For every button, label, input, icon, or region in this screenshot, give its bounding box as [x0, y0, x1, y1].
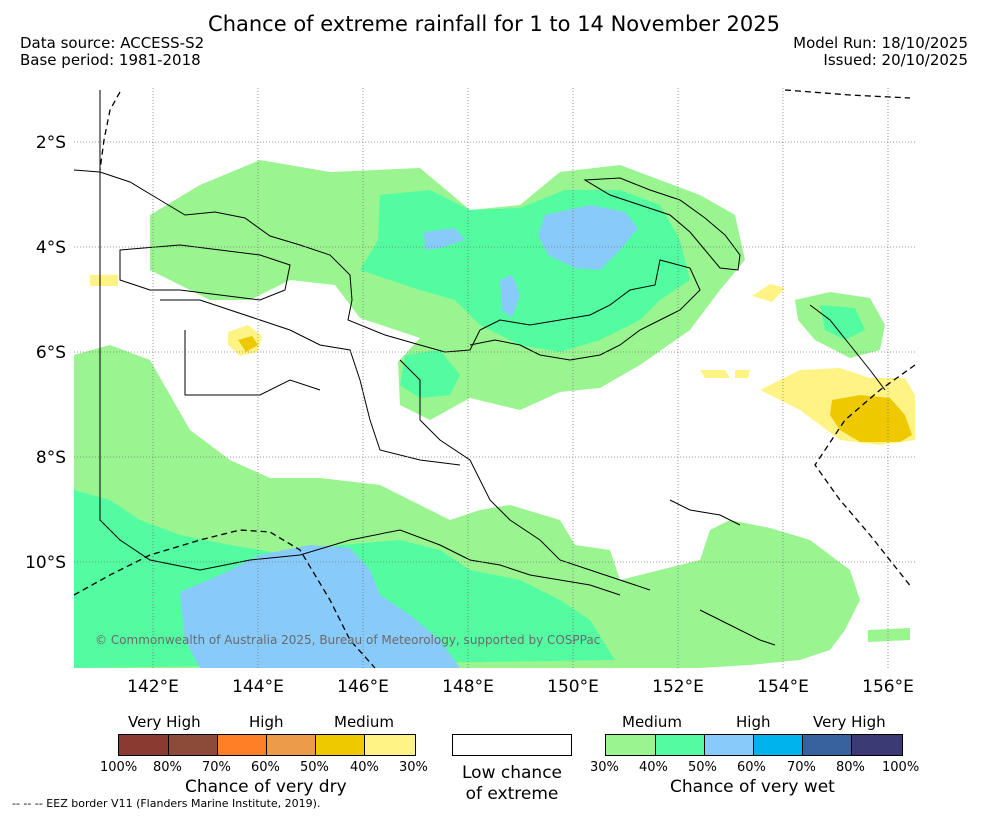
- lat-label: 6°S: [36, 343, 66, 363]
- low-chance-caption: Low chance of extreme: [452, 763, 572, 805]
- dry-swatch: [119, 735, 169, 755]
- meta-right: Model Run: 18/10/2025 Issued: 20/10/2025: [793, 35, 968, 69]
- lat-label: 2°S: [36, 133, 66, 153]
- meta-left: Data source: ACCESS-S2 Base period: 1981…: [20, 35, 204, 69]
- lon-label: 144°E: [232, 677, 284, 697]
- lon-label: 156°E: [862, 677, 914, 697]
- issued-date: Issued: 20/10/2025: [823, 51, 968, 69]
- rainfall-map: 2°S 4°S 6°S 8°S 10°S 142°E 144°E 146°E 1…: [25, 88, 916, 697]
- dry-head-medium: Medium: [334, 713, 394, 731]
- dry-tick: 70%: [202, 760, 231, 775]
- dry-swatch: [169, 735, 218, 755]
- wet-swatch: [606, 735, 656, 755]
- dry-tick: 40%: [350, 760, 379, 775]
- wet-tick: 60%: [737, 760, 766, 775]
- lon-label: 148°E: [442, 677, 494, 697]
- wet-high-areas: [180, 205, 638, 668]
- dry-caption: Chance of very dry: [185, 777, 347, 797]
- low-chance-line1: Low chance: [462, 763, 562, 783]
- lon-label: 150°E: [547, 677, 599, 697]
- dry-tick: 60%: [251, 760, 280, 775]
- dry-tick: 80%: [153, 760, 182, 775]
- lat-label: 4°S: [36, 238, 66, 258]
- dry-colorbar: [118, 734, 416, 756]
- gridlines: [74, 88, 915, 668]
- probability-shading: [74, 160, 915, 668]
- model-run: Model Run: 18/10/2025: [793, 34, 968, 52]
- lat-label: 8°S: [36, 448, 66, 468]
- wet-tick: 70%: [787, 760, 816, 775]
- base-period: Base period: 1981-2018: [20, 51, 201, 69]
- dry-swatch: [316, 735, 365, 755]
- wet-swatch: [803, 735, 852, 755]
- wet-swatch: [754, 735, 803, 755]
- latitude-labels: 2°S 4°S 6°S 8°S 10°S: [25, 133, 66, 573]
- dry-head-high: High: [249, 713, 284, 731]
- dry-tick: 50%: [300, 760, 329, 775]
- wet-colorbar: [605, 734, 903, 756]
- dry-tick: 100%: [100, 760, 138, 775]
- wet-caption: Chance of very wet: [670, 777, 835, 797]
- data-source: Data source: ACCESS-S2: [20, 34, 205, 52]
- dry-tick: 30%: [399, 760, 428, 775]
- lon-label: 142°E: [127, 677, 179, 697]
- copyright-notice: © Commonwealth of Australia 2025, Bureau…: [95, 633, 601, 647]
- wet-tick: 30%: [590, 760, 619, 775]
- wet-head-high: High: [736, 713, 771, 731]
- low-chance-line2: of extreme: [465, 784, 559, 804]
- dry-swatch: [365, 735, 415, 755]
- wet-tick: 40%: [639, 760, 668, 775]
- wet-head-very-high: Very High: [813, 713, 886, 731]
- wet-swatch: [852, 735, 902, 755]
- lon-label: 154°E: [757, 677, 809, 697]
- coastlines: [74, 90, 886, 646]
- lat-label: 10°S: [25, 553, 66, 573]
- longitude-labels: 142°E 144°E 146°E 148°E 150°E 152°E 154°…: [127, 677, 914, 697]
- wet-head-medium: Medium: [622, 713, 682, 731]
- dry-high-areas: [238, 336, 912, 442]
- dry-swatch: [218, 735, 267, 755]
- wet-tick: 100%: [882, 760, 920, 775]
- eez-borders: [73, 89, 916, 669]
- lon-label: 152°E: [652, 677, 704, 697]
- dry-swatch: [267, 735, 316, 755]
- lon-label: 146°E: [337, 677, 389, 697]
- wet-tick: 80%: [836, 760, 865, 775]
- low-chance-swatch: [452, 734, 572, 756]
- wet-tick: 50%: [688, 760, 717, 775]
- wet-swatch: [705, 735, 754, 755]
- wet-swatch: [656, 735, 705, 755]
- map-title: Chance of extreme rainfall for 1 to 14 N…: [208, 12, 780, 36]
- dry-head-very-high: Very High: [128, 713, 201, 731]
- eez-border-note: -- -- -- EEZ border V11 (Flanders Marine…: [12, 797, 321, 810]
